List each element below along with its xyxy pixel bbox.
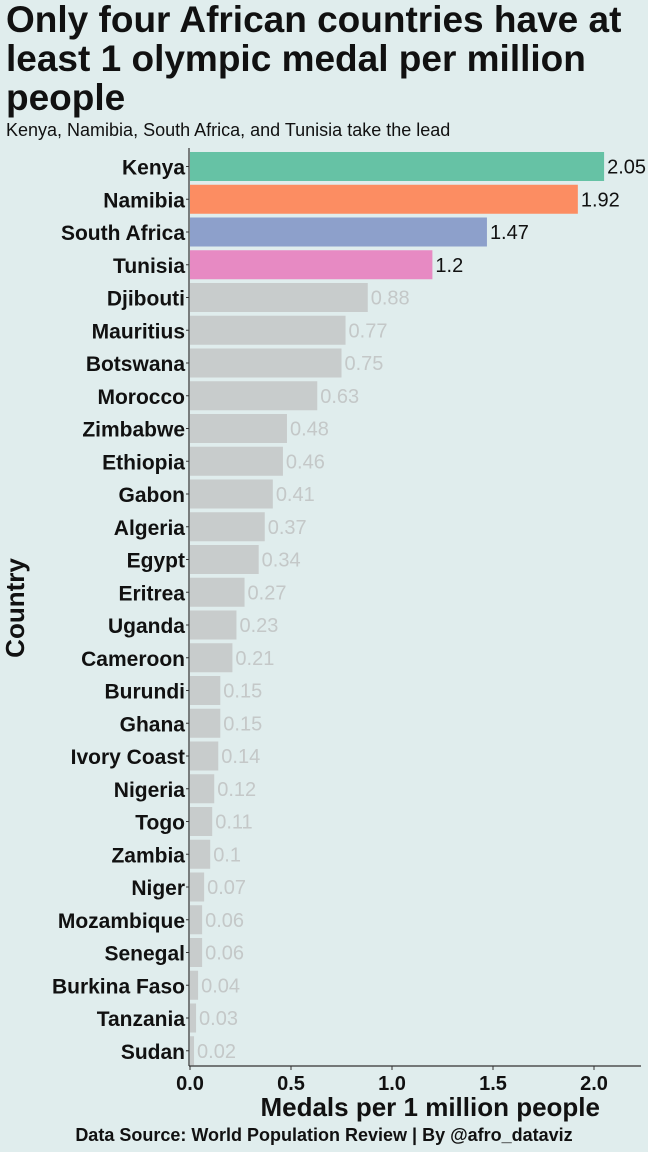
category-label: Kenya [122,157,185,180]
bar-kenya [190,152,605,181]
x-tick-label: 0.0 [176,1073,204,1095]
value-label: 0.46 [286,451,325,473]
bar-sudan [190,1036,195,1066]
x-axis-ticks: 0.0 0.5 1.0 1.5 2.0 [176,1066,608,1095]
bar-mauritius [190,315,346,345]
bar-tunisia [190,250,433,280]
category-label: Mozambique [58,910,185,933]
value-label: 0.77 [349,320,388,342]
category-label: Sudan [121,1041,185,1064]
value-label: 0.37 [268,517,307,539]
value-label: 0.06 [205,943,244,965]
value-label: 0.11 [215,812,252,834]
value-labels-layer: 2.05 1.92 1.47 1.2 0.88 0.77 0.75 0.63 0.48 0.46 0… [197,157,646,1063]
category-label: Morocco [97,386,185,409]
value-label: 0.75 [345,353,384,375]
bar-eritrea [190,577,245,607]
x-tick-label: 1.5 [479,1073,507,1095]
bar-niger [190,872,205,902]
value-label: 0.21 [235,648,274,670]
category-label: Djibouti [107,288,185,311]
bar-south-africa [190,217,487,247]
x-tick-label: 0.5 [277,1073,305,1095]
bar-cameroon [190,643,233,673]
value-label: 0.06 [205,910,244,932]
category-label: Nigeria [114,779,186,802]
bar-zambia [190,839,211,869]
category-label: Botswana [86,353,186,376]
category-label: Namibia [103,189,185,212]
x-tick-label: 1.0 [378,1073,406,1095]
value-label: 1.47 [490,222,529,244]
category-label: Zambia [111,844,185,867]
value-label: 0.48 [290,419,329,441]
value-label: 0.12 [217,779,256,801]
bar-ethiopia [190,446,283,476]
bar-burkina-faso [190,970,199,1000]
category-label: Burundi [105,681,185,704]
y-category-labels: Kenya Namibia South Africa Tunisia Djibouti M… [52,157,189,1064]
category-label: Cameroon [81,648,185,671]
bar-burundi [190,676,221,705]
category-label: Eritrea [118,582,185,605]
x-axis-title: Medals per 1 million people [260,1092,600,1122]
category-label: Togo [135,812,185,835]
value-label: 0.1 [213,844,241,866]
bar-uganda [190,610,237,640]
bar-namibia [190,184,578,214]
value-label: 0.27 [248,582,287,604]
bar-senegal [190,938,203,967]
value-label: 0.63 [320,386,359,408]
bar-zimbabwe [190,414,287,443]
bar-gabon [190,479,273,509]
bar-botswana [190,348,342,378]
value-label: 0.04 [201,975,240,997]
bar-egypt [190,545,259,574]
chart-title: Only four African countries have at leas… [6,0,622,118]
bar-morocco [190,381,318,411]
value-label: 0.07 [207,877,246,899]
category-label: Ethiopia [102,451,185,474]
category-label: Niger [131,877,185,900]
bar-ghana [190,708,221,738]
category-label: Ivory Coast [71,746,185,769]
y-axis-title: Country [0,558,30,658]
value-label: 0.14 [221,746,260,768]
value-label: 2.05 [607,157,646,179]
category-label: South Africa [61,222,185,245]
value-label: 0.15 [223,681,262,703]
bar-mozambique [190,905,203,935]
bar-algeria [190,512,265,542]
category-label: Tunisia [113,255,185,278]
value-label: 0.34 [262,550,301,572]
value-label: 0.23 [239,615,278,637]
value-label: 1.92 [581,189,620,211]
category-label: Burkina Faso [52,975,185,998]
category-label: Mauritius [92,320,185,343]
category-label: Ghana [120,713,186,736]
bar-togo [190,807,213,836]
value-label: 0.88 [371,288,410,310]
value-label: 1.2 [435,255,463,277]
value-label: 0.15 [223,713,262,735]
category-label: Senegal [104,943,185,966]
caption: Data Source: World Population Review | B… [75,1125,573,1145]
category-label: Tanzania [97,1008,186,1031]
category-label: Gabon [119,484,186,507]
value-label: 0.02 [197,1041,236,1063]
category-label: Egypt [127,550,185,573]
bar-tanzania [190,1003,197,1033]
value-label: 0.41 [276,484,315,506]
category-label: Zimbabwe [82,419,185,442]
category-label: Algeria [114,517,186,540]
bar-djibouti [190,283,368,312]
bars-layer [190,152,605,1066]
chart-subtitle: Kenya, Namibia, South Africa, and Tunisi… [6,120,451,140]
category-label: Uganda [108,615,185,638]
value-label: 0.03 [199,1008,238,1030]
bar-ivory-coast [190,741,219,771]
x-tick-label: 2.0 [580,1073,608,1095]
bar-nigeria [190,774,215,804]
